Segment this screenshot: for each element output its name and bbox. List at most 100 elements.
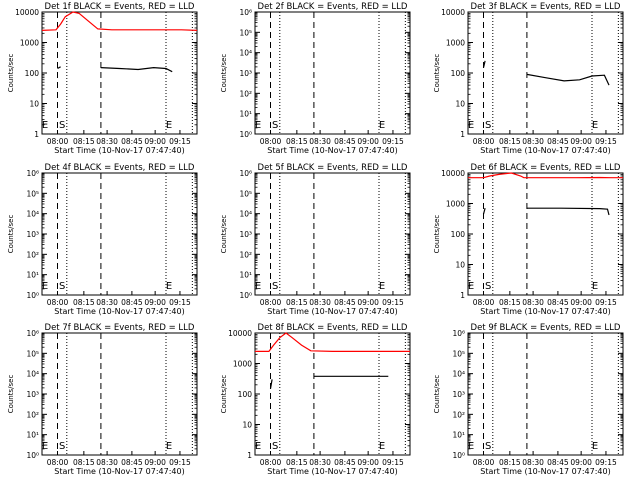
events-series-line: [526, 207, 610, 216]
event-marker-label: S: [485, 441, 491, 452]
events-series-line: [57, 66, 61, 70]
x-tick-label: 08:30: [309, 137, 331, 146]
y-tick-label: 10⁰: [239, 291, 252, 300]
y-tick-label: 10¹: [452, 431, 465, 440]
plot-frame: [467, 332, 624, 456]
y-tick-label: 10³: [239, 69, 252, 78]
x-tick-label: 09:00: [357, 458, 379, 467]
x-tick-label: 09:15: [169, 298, 191, 307]
event-marker-label: E: [592, 281, 598, 292]
chart-title: Det 4f BLACK = Events, RED = LLD: [45, 163, 195, 173]
x-tick-label: 08:30: [522, 137, 544, 146]
event-marker-label: E: [468, 120, 474, 131]
x-axis-label: Start Time (10-Nov-17 07:47:40): [267, 467, 397, 476]
y-tick-label: 10000: [441, 8, 465, 17]
lld-series-line: [255, 332, 410, 352]
x-tick-label: 08:15: [499, 137, 521, 146]
y-tick-label: 10⁰: [452, 451, 465, 460]
chart-title: Det 9f BLACK = Events, RED = LLD: [471, 323, 621, 333]
y-tick-label: 10⁶: [26, 169, 39, 178]
x-tick-label: 08:00: [47, 137, 69, 146]
plot-frame: [41, 332, 198, 456]
x-tick-label: 09:00: [357, 137, 379, 146]
event-marker-label: S: [272, 281, 278, 292]
x-tick-label: 08:45: [334, 298, 356, 307]
chart-panel-2: Det 2f BLACK = Events, RED = LLD 10⁰ 10¹ 10…: [220, 2, 411, 155]
y-tick-label: 10⁵: [239, 28, 252, 37]
x-tick-label: 09:15: [169, 137, 191, 146]
chart-title: Det 2f BLACK = Events, RED = LLD: [258, 2, 408, 12]
y-tick-label: 10⁴: [239, 49, 252, 58]
x-tick-label: 08:45: [547, 298, 569, 307]
x-tick-label: 08:45: [334, 137, 356, 146]
y-tick-label: 10²: [452, 410, 465, 419]
x-axis-label: Start Time (10-Nov-17 07:47:40): [54, 467, 184, 476]
chart-panel-5: Det 5f BLACK = Events, RED = LLD 10⁰ 10¹ 10…: [220, 163, 411, 316]
x-tick-label: 08:30: [96, 458, 118, 467]
y-tick-label: 10³: [26, 230, 39, 239]
event-marker-label: S: [272, 120, 278, 131]
x-tick-label: 09:15: [595, 137, 617, 146]
y-tick-label: 10²: [26, 250, 39, 259]
event-marker-label: S: [59, 441, 65, 452]
y-tick-label: 10³: [452, 390, 465, 399]
y-tick-label: 100: [238, 390, 253, 399]
y-tick-label: 10⁶: [452, 329, 465, 338]
event-marker-label: E: [42, 120, 48, 131]
y-tick-label: 1000: [233, 360, 252, 369]
x-tick-label: 08:45: [547, 137, 569, 146]
y-tick-label: 10²: [239, 89, 252, 98]
x-tick-label: 09:15: [595, 298, 617, 307]
x-tick-label: 08:45: [547, 458, 569, 467]
event-marker-label: E: [379, 441, 385, 452]
x-axis-label: Start Time (10-Nov-17 07:47:40): [267, 146, 397, 155]
y-tick-label: 10¹: [26, 431, 39, 440]
events-series-line: [100, 66, 173, 73]
y-tick-label: 1: [460, 130, 465, 139]
y-tick-label: 10²: [26, 410, 39, 419]
y-tick-label: 10⁵: [452, 349, 465, 358]
y-tick-label: 1000: [446, 200, 465, 209]
x-tick-label: 08:45: [121, 458, 143, 467]
x-axis-label: Start Time (10-Nov-17 07:47:40): [267, 307, 397, 316]
x-tick-label: 08:00: [473, 137, 495, 146]
x-tick-label: 09:15: [382, 298, 404, 307]
x-tick-label: 09:15: [595, 458, 617, 467]
y-tick-label: 1000: [446, 39, 465, 48]
plot-frame: [467, 11, 624, 135]
x-tick-label: 08:00: [47, 458, 69, 467]
event-marker-label: S: [59, 120, 65, 131]
chart-panel-8: Det 8f BLACK = Events, RED = LLD 1 10 100 10…: [220, 323, 411, 476]
y-tick-label: 10: [455, 100, 465, 109]
x-tick-label: 08:15: [73, 458, 95, 467]
x-axis-label: Start Time (10-Nov-17 07:47:40): [480, 146, 610, 155]
event-marker-label: E: [255, 120, 261, 131]
event-marker-label: E: [468, 441, 474, 452]
y-tick-label: 10⁰: [239, 130, 252, 139]
y-axis-label: Counts/sec: [220, 375, 228, 414]
y-tick-label: 10: [29, 100, 39, 109]
plot-frame: [254, 172, 411, 296]
chart-title: Det 1f BLACK = Events, RED = LLD: [45, 2, 195, 12]
y-tick-label: 10000: [228, 329, 252, 338]
event-marker-label: E: [379, 281, 385, 292]
chart-panel-4: Det 4f BLACK = Events, RED = LLD 10⁰ 10¹ 10…: [7, 163, 198, 316]
y-tick-label: 100: [451, 230, 466, 239]
event-marker-label: E: [592, 120, 598, 131]
x-axis-label: Start Time (10-Nov-17 07:47:40): [54, 146, 184, 155]
chart-panel-3: Det 3f BLACK = Events, RED = LLD 1 10 100 10…: [433, 2, 624, 155]
y-tick-label: 10⁶: [26, 329, 39, 338]
y-axis-label: Counts/sec: [433, 215, 441, 254]
y-tick-label: 10¹: [26, 271, 39, 280]
y-tick-label: 10000: [15, 8, 39, 17]
y-axis-label: Counts/sec: [433, 54, 441, 93]
lld-series-line: [468, 172, 623, 179]
y-tick-label: 10⁴: [452, 370, 465, 379]
event-marker-label: E: [42, 281, 48, 292]
y-tick-label: 1: [34, 130, 39, 139]
y-tick-label: 100: [451, 69, 466, 78]
y-axis-label: Counts/sec: [220, 54, 228, 93]
chart-panel-1: Det 1f BLACK = Events, RED = LLD 1 10 100 10…: [7, 2, 198, 155]
y-tick-label: 10¹: [239, 271, 252, 280]
